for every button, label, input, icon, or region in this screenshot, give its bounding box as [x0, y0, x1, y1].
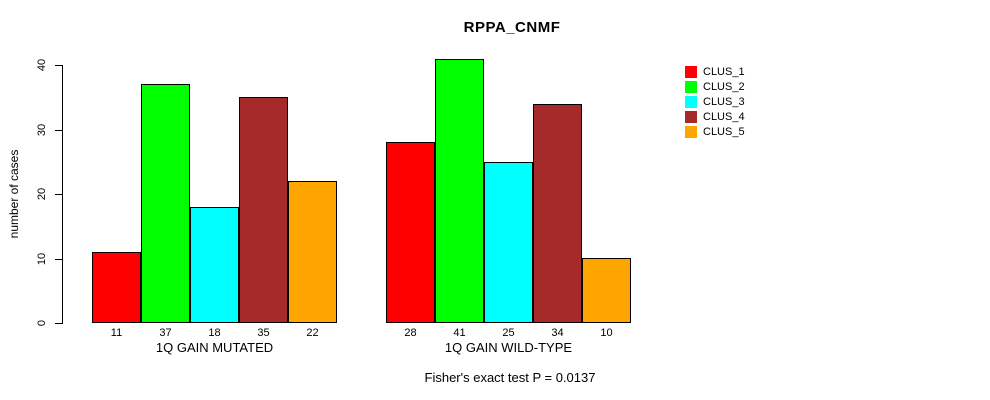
y-tick-label: 30: [36, 123, 48, 137]
bar-clus-4-group-1: [239, 97, 288, 323]
y-tick: [55, 194, 62, 195]
legend-label-clus-3: CLUS_3: [703, 96, 745, 108]
legend-swatch-clus-3: [685, 96, 697, 108]
bar-value-label: 22: [306, 327, 319, 339]
bar-value-label: 35: [257, 327, 270, 339]
bar-value-label: 41: [453, 327, 466, 339]
y-tick: [55, 259, 62, 260]
legend-swatch-clus-2: [685, 81, 697, 93]
y-tick-label: 40: [36, 58, 48, 72]
bar-value-label: 25: [502, 327, 515, 339]
legend-swatch-clus-1: [685, 66, 697, 78]
bar-value-label: 10: [600, 327, 613, 339]
chart-title: RPPA_CNMF: [463, 19, 561, 36]
bar-value-label: 11: [110, 327, 123, 339]
legend-swatch-clus-4: [685, 111, 697, 123]
bar-clus-3-group-2: [484, 162, 533, 323]
y-tick-label: 0: [36, 319, 48, 327]
bar-clus-1-group-1: [92, 252, 141, 323]
bar-value-label: 28: [404, 327, 417, 339]
bar-clus-4-group-2: [533, 104, 582, 323]
y-tick: [55, 130, 62, 131]
y-axis-line: [62, 65, 63, 324]
bar-value-label: 18: [208, 327, 221, 339]
bar-clus-1-group-2: [386, 142, 435, 323]
legend-label-clus-4: CLUS_4: [703, 111, 745, 123]
legend-swatch-clus-5: [685, 126, 697, 138]
y-tick: [55, 65, 62, 66]
bar-clus-2-group-2: [435, 59, 484, 323]
legend-label-clus-1: CLUS_1: [703, 66, 745, 78]
y-axis-label: number of cases: [7, 149, 21, 239]
group-label-1: 1Q GAIN MUTATED: [155, 340, 274, 355]
bar-value-label: 37: [159, 327, 172, 339]
bar-clus-3-group-1: [190, 207, 239, 323]
legend-label-clus-2: CLUS_2: [703, 81, 745, 93]
y-tick-label: 20: [36, 187, 48, 201]
bar-clus-5-group-2: [582, 258, 631, 323]
y-tick: [55, 323, 62, 324]
group-label-2: 1Q GAIN WILD-TYPE: [444, 340, 573, 355]
legend-label-clus-5: CLUS_5: [703, 126, 745, 138]
y-tick-label: 10: [36, 252, 48, 266]
bar-value-label: 34: [551, 327, 564, 339]
bar-clus-2-group-1: [141, 84, 190, 323]
bar-clus-5-group-1: [288, 181, 337, 323]
fisher-test-annotation: Fisher's exact test P = 0.0137: [424, 370, 596, 385]
